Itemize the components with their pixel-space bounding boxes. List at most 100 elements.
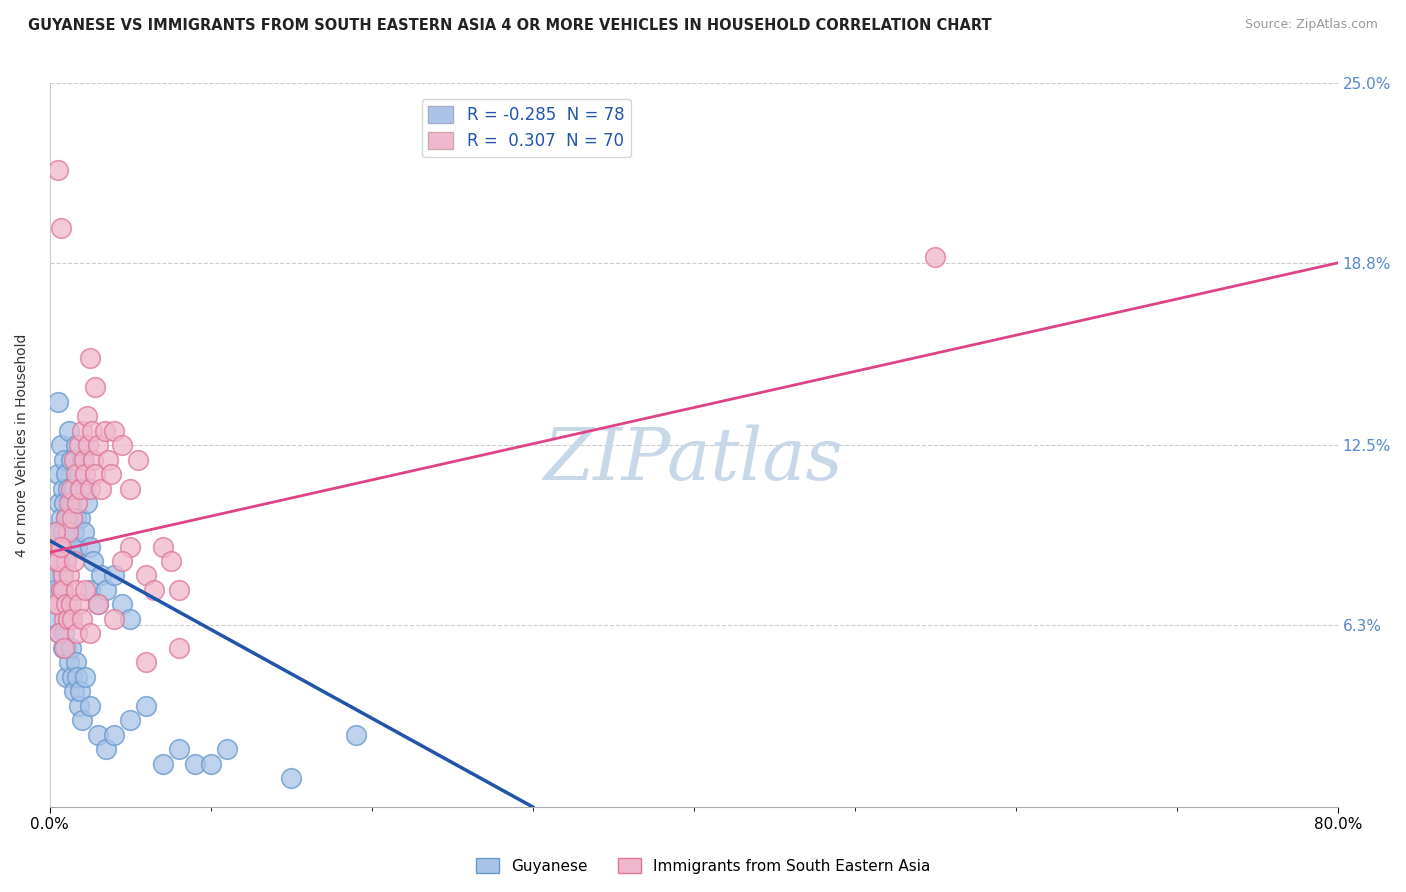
Point xyxy=(63,684,86,698)
Point xyxy=(48,554,70,568)
Point xyxy=(49,438,72,452)
Point xyxy=(52,524,75,539)
Point xyxy=(120,540,142,554)
Point xyxy=(76,409,98,424)
Point xyxy=(67,598,90,612)
Point xyxy=(93,424,115,438)
Point xyxy=(65,510,87,524)
Point xyxy=(60,496,83,510)
Point xyxy=(84,380,107,394)
Point xyxy=(69,510,91,524)
Point xyxy=(111,438,134,452)
Point xyxy=(65,582,87,597)
Point xyxy=(58,655,80,669)
Point xyxy=(58,496,80,510)
Point xyxy=(87,598,110,612)
Point xyxy=(48,540,70,554)
Point xyxy=(75,482,97,496)
Point xyxy=(65,655,87,669)
Point xyxy=(49,582,72,597)
Point xyxy=(76,496,98,510)
Point xyxy=(53,496,76,510)
Text: Source: ZipAtlas.com: Source: ZipAtlas.com xyxy=(1244,18,1378,31)
Point xyxy=(52,568,75,582)
Point xyxy=(87,598,110,612)
Point xyxy=(82,554,104,568)
Point xyxy=(344,728,367,742)
Point xyxy=(46,554,69,568)
Point xyxy=(183,756,205,771)
Point xyxy=(46,524,69,539)
Point xyxy=(924,250,946,264)
Point xyxy=(63,524,86,539)
Point xyxy=(135,698,157,713)
Point xyxy=(49,540,72,554)
Point xyxy=(120,713,142,727)
Point xyxy=(67,467,90,482)
Point xyxy=(69,684,91,698)
Point xyxy=(167,742,190,756)
Point xyxy=(66,540,89,554)
Point xyxy=(56,524,79,539)
Point xyxy=(52,582,75,597)
Point xyxy=(87,438,110,452)
Point xyxy=(53,452,76,467)
Point xyxy=(60,510,83,524)
Point xyxy=(58,424,80,438)
Point xyxy=(70,612,93,626)
Point xyxy=(79,540,101,554)
Point xyxy=(49,540,72,554)
Point xyxy=(56,524,79,539)
Point xyxy=(67,438,90,452)
Point xyxy=(48,626,70,640)
Point xyxy=(46,163,69,178)
Point xyxy=(103,728,125,742)
Point xyxy=(80,424,103,438)
Point xyxy=(44,524,66,539)
Text: ZIPatlas: ZIPatlas xyxy=(544,425,844,495)
Point xyxy=(53,640,76,655)
Point xyxy=(79,482,101,496)
Point xyxy=(63,554,86,568)
Text: GUYANESE VS IMMIGRANTS FROM SOUTH EASTERN ASIA 4 OR MORE VEHICLES IN HOUSEHOLD C: GUYANESE VS IMMIGRANTS FROM SOUTH EASTER… xyxy=(28,18,991,33)
Point xyxy=(120,612,142,626)
Point xyxy=(55,640,77,655)
Point xyxy=(69,482,91,496)
Point xyxy=(53,612,76,626)
Point xyxy=(59,640,82,655)
Point xyxy=(49,221,72,235)
Point xyxy=(63,482,86,496)
Point xyxy=(55,467,77,482)
Point xyxy=(90,568,112,582)
Point xyxy=(75,670,97,684)
Point xyxy=(72,452,94,467)
Point xyxy=(52,640,75,655)
Point xyxy=(111,554,134,568)
Point xyxy=(87,728,110,742)
Point xyxy=(79,582,101,597)
Point xyxy=(48,496,70,510)
Point xyxy=(45,554,67,568)
Legend: R = -0.285  N = 78, R =  0.307  N = 70: R = -0.285 N = 78, R = 0.307 N = 70 xyxy=(422,99,631,157)
Point xyxy=(46,467,69,482)
Point xyxy=(46,598,69,612)
Point xyxy=(127,452,149,467)
Point xyxy=(42,568,65,582)
Point xyxy=(77,438,100,452)
Point xyxy=(97,452,120,467)
Point xyxy=(72,524,94,539)
Point xyxy=(56,482,79,496)
Point xyxy=(59,540,82,554)
Point xyxy=(120,482,142,496)
Point xyxy=(49,510,72,524)
Point xyxy=(55,598,77,612)
Point xyxy=(45,598,67,612)
Point xyxy=(70,424,93,438)
Point xyxy=(52,568,75,582)
Point xyxy=(90,482,112,496)
Point xyxy=(79,351,101,366)
Point xyxy=(56,612,79,626)
Point xyxy=(159,554,181,568)
Point xyxy=(46,394,69,409)
Point xyxy=(44,524,66,539)
